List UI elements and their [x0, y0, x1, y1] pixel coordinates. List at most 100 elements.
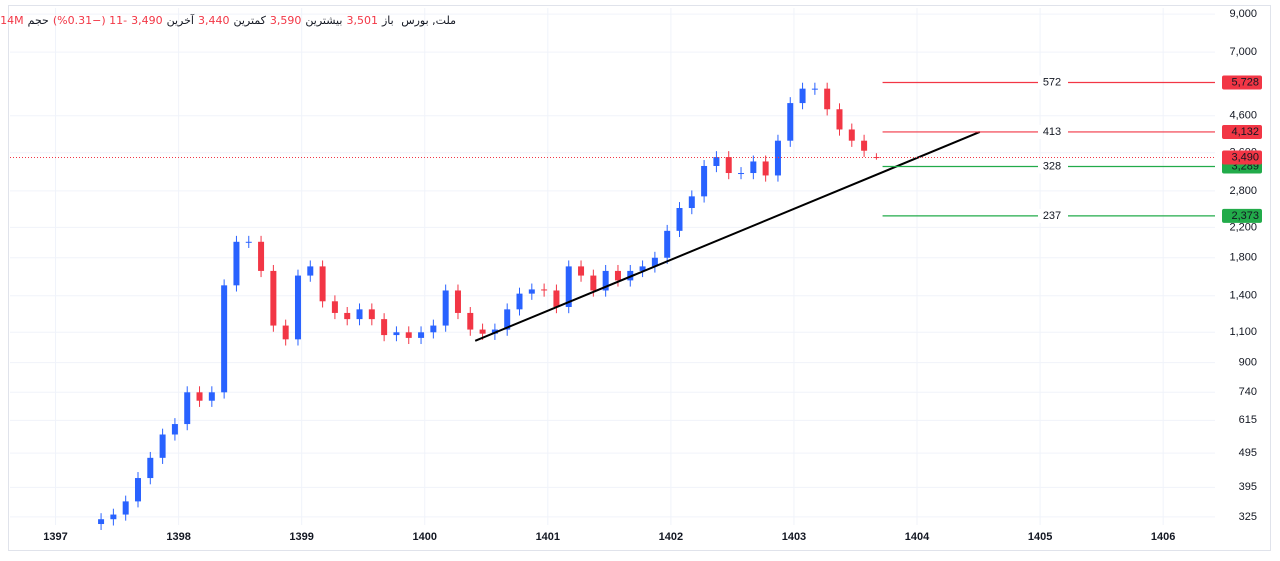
level-tag [1222, 208, 1262, 223]
candle-body [639, 266, 646, 271]
x-tick-label: 1399 [289, 531, 313, 543]
candle-body [344, 312, 351, 320]
stat-value: 3,490 [131, 14, 163, 27]
candle-body [688, 196, 695, 209]
x-tick-label: 1404 [905, 531, 930, 543]
y-tick-label: 900 [1239, 357, 1257, 369]
header: ملت, بورس باز3,501بیشترین3,590کمترین3,44… [0, 14, 456, 27]
stat-label: باز [381, 14, 394, 27]
level-note: 413 [1043, 126, 1061, 138]
candle-body [565, 266, 572, 308]
last-price-tag [1222, 150, 1262, 165]
candle-body [738, 173, 745, 175]
y-tick-label: 615 [1239, 414, 1257, 426]
candle-body [762, 161, 769, 176]
x-tick-label: 1401 [536, 531, 560, 543]
level-tag-label: 4,132 [1231, 126, 1259, 138]
stat-label: آخرین [166, 14, 194, 27]
candle-body [787, 103, 794, 141]
candle-body [541, 289, 548, 291]
candle-body [799, 88, 806, 104]
candle-body [208, 392, 215, 401]
candle-body [750, 161, 757, 174]
candle-body [578, 266, 585, 276]
level-tag-label: 2,373 [1231, 210, 1259, 222]
candle-body [590, 275, 597, 291]
candle-body [528, 289, 535, 294]
candle-body [393, 332, 400, 336]
candle-body [774, 140, 781, 176]
stat-value: 3,590 [269, 14, 302, 27]
level-tag-label: 5,728 [1231, 76, 1259, 88]
y-tick-label: 4,600 [1229, 110, 1257, 122]
y-tick-label: 325 [1239, 511, 1257, 523]
candle-body [405, 332, 412, 338]
y-tick-label: 2,800 [1229, 185, 1257, 197]
stat-value: 3,501 [346, 14, 378, 27]
candle-body [356, 309, 363, 320]
x-tick-label: 1397 [43, 531, 67, 543]
candle-body [811, 88, 818, 90]
y-tick-label: 395 [1239, 481, 1257, 493]
candle-body [171, 424, 178, 435]
candle-body [479, 329, 486, 334]
x-tick-label: 1406 [1151, 531, 1175, 543]
candle-body [602, 270, 609, 291]
y-tick-label: 9,000 [1229, 8, 1257, 20]
stat-label: حجم [27, 14, 49, 27]
stat-value: 3,440 [198, 14, 230, 27]
candle-body [282, 325, 289, 340]
frame [8, 5, 1271, 551]
candle-body [467, 312, 474, 330]
candle-body [651, 257, 658, 267]
candle-body [147, 457, 154, 479]
candle-body [504, 309, 511, 330]
y-tick-label: 1,400 [1229, 290, 1257, 302]
candle-body [381, 319, 388, 336]
candle-body [861, 140, 868, 151]
candle-body [725, 157, 732, 174]
candle-body [368, 309, 375, 320]
y-tick-label: 495 [1239, 447, 1257, 459]
candle-body [319, 266, 326, 302]
candle-body [184, 392, 191, 425]
candle-body [307, 266, 314, 276]
level-note: 572 [1043, 76, 1061, 88]
plot: 572 413 328 237 [10, 75, 1215, 530]
candle-body [294, 275, 301, 340]
level-note-bg [1038, 75, 1068, 90]
x-tick-label: 1400 [413, 531, 437, 543]
stat-label: بیشترین [305, 14, 343, 27]
level-note-bg [1038, 208, 1068, 223]
candle-body [134, 478, 141, 502]
stat-label: کمترین [233, 14, 266, 27]
candle-body [553, 290, 560, 308]
stat-value: -11 (−0.31%) [52, 14, 128, 27]
candle-body [233, 241, 240, 286]
level-note-bg [1038, 159, 1068, 174]
candle-body [873, 157, 880, 159]
level-note-bg [1038, 124, 1068, 139]
candle-body [676, 208, 683, 231]
candle-body [848, 129, 855, 141]
level-note: 237 [1043, 210, 1061, 222]
x-tick-label: 1403 [782, 531, 806, 543]
symbol: ملت, بورس [401, 14, 456, 27]
candle-body [824, 88, 831, 110]
candle-body [258, 241, 265, 271]
y-tick-label: 7,000 [1229, 46, 1257, 58]
candle-body [614, 270, 621, 281]
x-tick-label: 1405 [1028, 531, 1052, 543]
candle-body [701, 165, 708, 197]
candle-body [430, 325, 437, 333]
candle-body [442, 290, 449, 326]
candle-body [196, 392, 203, 401]
candle-body [418, 332, 425, 338]
x-tick-label: 1398 [166, 531, 190, 543]
candle-body [836, 109, 843, 130]
candle-body [713, 157, 720, 166]
candle-body [516, 293, 523, 310]
y-tick-label: 2,200 [1229, 221, 1257, 233]
